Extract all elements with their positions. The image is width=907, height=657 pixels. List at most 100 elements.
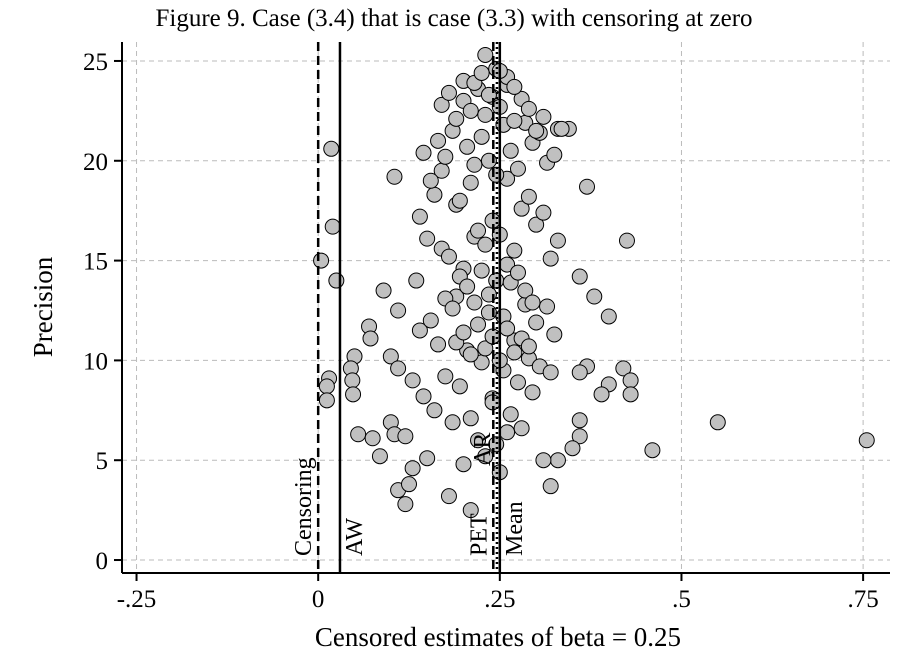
point — [571, 268, 588, 285]
x-tick-label: -.25 — [117, 586, 157, 613]
point — [470, 316, 487, 333]
point — [440, 84, 457, 101]
point — [323, 140, 340, 157]
point — [404, 372, 421, 389]
point — [313, 252, 330, 269]
y-tick-label: 15 — [83, 249, 108, 276]
point — [542, 478, 559, 495]
point — [390, 360, 407, 377]
point — [622, 386, 639, 403]
point — [506, 242, 523, 259]
point — [477, 46, 494, 63]
point — [535, 108, 552, 125]
point — [437, 368, 454, 385]
y-tick-label: 10 — [83, 348, 108, 375]
reference-label: Censoring — [291, 457, 317, 556]
reference-label: AR — [470, 433, 496, 466]
point — [586, 288, 603, 305]
point — [593, 386, 610, 403]
point — [318, 392, 335, 409]
point — [344, 372, 361, 389]
point — [502, 406, 519, 423]
point — [473, 262, 490, 279]
point — [506, 78, 523, 95]
point — [455, 456, 472, 473]
point — [470, 222, 487, 239]
point — [477, 106, 494, 123]
point — [459, 138, 476, 155]
point — [444, 414, 461, 431]
point — [430, 336, 447, 353]
point — [473, 128, 490, 145]
point — [506, 112, 523, 129]
point — [528, 314, 545, 331]
point — [386, 168, 403, 185]
x-axis-label: Censored estimates of beta = 0.25 — [315, 622, 681, 652]
point — [513, 200, 530, 217]
point — [390, 302, 407, 319]
reference-label: Mean — [502, 501, 528, 556]
point — [462, 502, 479, 519]
point — [499, 320, 516, 337]
point — [345, 386, 362, 403]
point — [528, 122, 545, 139]
point — [459, 278, 476, 295]
point — [622, 372, 639, 389]
point — [571, 364, 588, 381]
point — [488, 272, 505, 289]
point — [535, 452, 552, 469]
point — [553, 120, 570, 137]
point — [462, 102, 479, 119]
point — [362, 330, 379, 347]
point — [535, 204, 552, 221]
y-tick-label: 0 — [96, 548, 109, 575]
point — [371, 448, 388, 465]
y-tick-label: 5 — [96, 448, 109, 475]
point — [571, 428, 588, 445]
point — [513, 420, 530, 437]
point — [509, 264, 526, 281]
x-tick-label: .25 — [484, 586, 515, 613]
point — [542, 250, 559, 267]
point — [422, 312, 439, 329]
point — [318, 378, 335, 395]
point — [350, 426, 367, 443]
point — [509, 374, 526, 391]
point — [524, 384, 541, 401]
point — [462, 174, 479, 191]
point — [600, 308, 617, 325]
point — [644, 442, 661, 459]
point — [499, 424, 516, 441]
point — [462, 410, 479, 427]
point — [440, 488, 457, 505]
point — [433, 96, 450, 113]
point — [502, 142, 519, 159]
point — [470, 432, 487, 449]
point — [397, 428, 414, 445]
point — [440, 248, 457, 265]
point — [520, 188, 537, 205]
point — [477, 340, 494, 357]
point — [430, 132, 447, 149]
point — [564, 440, 581, 457]
point — [364, 430, 381, 447]
point — [615, 360, 632, 377]
point — [477, 236, 494, 253]
point — [404, 460, 421, 477]
x-tick-label: 0 — [312, 586, 325, 613]
point — [451, 192, 468, 209]
point — [528, 216, 545, 233]
point — [488, 166, 505, 183]
point — [524, 294, 541, 311]
point — [401, 476, 418, 493]
point — [408, 272, 425, 289]
point — [375, 282, 392, 299]
point — [549, 232, 566, 249]
y-tick-label: 20 — [83, 149, 108, 176]
point — [517, 282, 534, 299]
reference-label: PET — [466, 513, 492, 556]
point — [542, 364, 559, 381]
point — [520, 100, 537, 117]
point — [509, 160, 526, 177]
point — [415, 388, 432, 405]
